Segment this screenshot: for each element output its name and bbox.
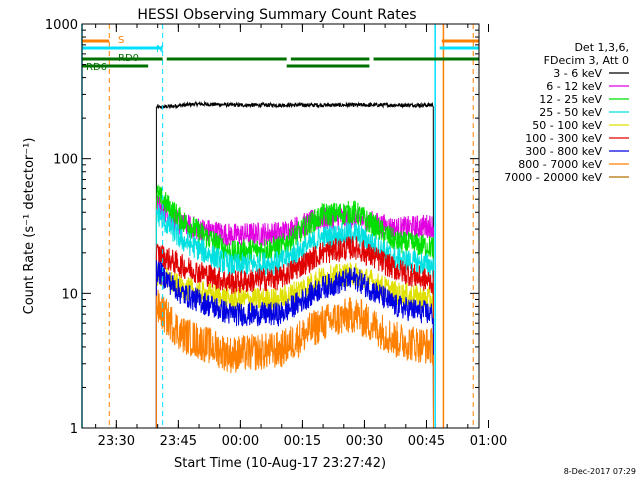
- legend-label-8: 7000 - 20000 keV: [504, 171, 602, 184]
- x-axis: 23:30 23:45 00:00 00:15 00:30 00:45 01:00: [95, 24, 507, 449]
- series-layer: [155, 100, 434, 428]
- series-100-300-kevline: [155, 236, 434, 428]
- legend-label-5: 100 - 300 keV: [525, 132, 602, 145]
- flag-s-label: S: [118, 35, 124, 46]
- x-tick-label-2: 00:00: [222, 434, 259, 449]
- x-tick-label-1: 23:45: [160, 434, 197, 449]
- y-axis: 1 10 100 1000: [45, 18, 479, 437]
- series-50-100-kevline: [155, 262, 434, 428]
- legend-label-2: 12 - 25 keV: [539, 93, 602, 106]
- flag-rd0-label: RD0: [118, 53, 139, 64]
- y-tick-label-1: 10: [61, 287, 78, 302]
- x-tick-label-5: 00:45: [408, 434, 445, 449]
- legend-header-1: FDecim 3, Att 0: [544, 54, 629, 67]
- y-axis-label: Count Rate (s⁻¹ detector⁻¹): [22, 138, 37, 315]
- y-tick-label-0: 1: [70, 422, 78, 437]
- x-tick-label-6: 01:00: [470, 434, 507, 449]
- series-25-50-kevline: [155, 204, 434, 428]
- legend-label-1: 6 - 12 keV: [546, 80, 602, 93]
- legend-header-0: Det 1,3,6,: [574, 41, 629, 54]
- plot-frame: [81, 23, 480, 429]
- series-12-25-kevline: [155, 184, 434, 428]
- series-800-7000-kevline: [155, 289, 434, 428]
- y-tick-label-2: 100: [53, 153, 78, 168]
- flag-n-label: N: [156, 44, 163, 55]
- legend-label-0: 3 - 6 keV: [553, 67, 602, 80]
- timestamp-footer: 8-Dec-2017 07:29: [564, 467, 636, 476]
- series-3-6-kevline: [155, 100, 434, 428]
- legend-label-6: 300 - 800 keV: [525, 145, 602, 158]
- legend-label-3: 25 - 50 keV: [539, 106, 602, 119]
- x-axis-label: Start Time (10-Aug-17 23:27:42): [174, 456, 386, 471]
- chart-title: HESSI Observing Summary Count Rates: [137, 7, 416, 23]
- y-tick-label-3: 1000: [45, 18, 78, 33]
- legend-label-7: 800 - 7000 keV: [518, 158, 602, 171]
- legend-label-4: 50 - 100 keV: [532, 119, 602, 132]
- flag-bars: S N RD0 RD6: [82, 35, 479, 73]
- x-tick-label-0: 23:30: [98, 434, 135, 449]
- x-tick-label-4: 00:30: [346, 434, 383, 449]
- flag-rd6-label: RD6: [86, 62, 107, 73]
- series-300-800-kevline: [155, 260, 434, 428]
- x-tick-label-3: 00:15: [284, 434, 321, 449]
